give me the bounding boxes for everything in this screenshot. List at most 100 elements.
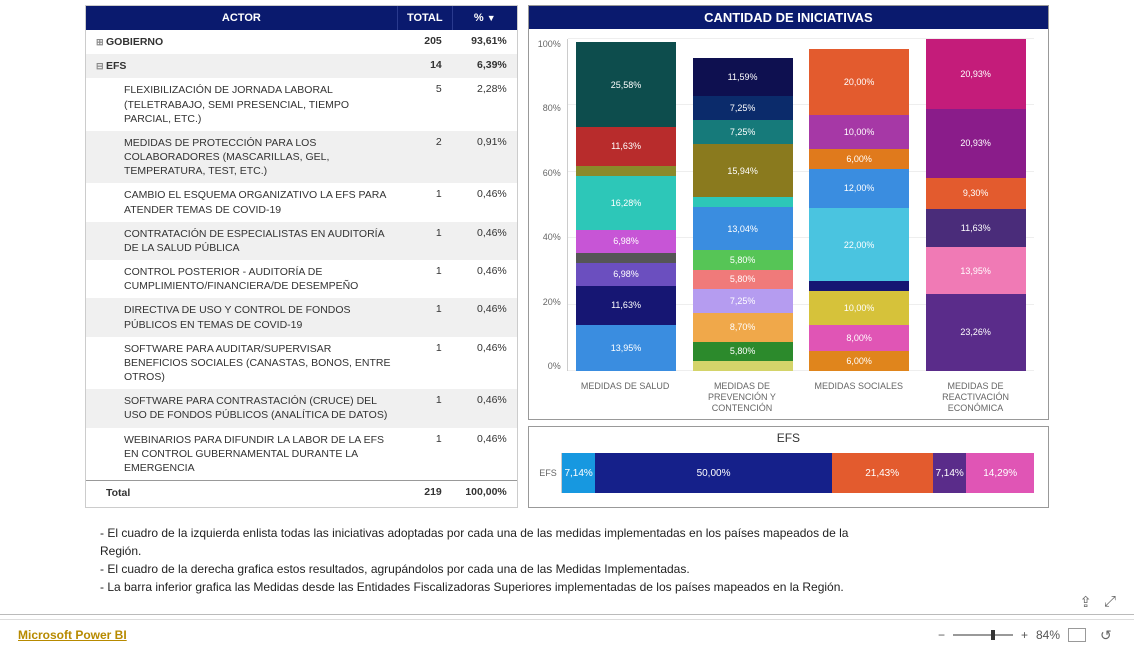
col-actor[interactable]: ACTOR [86, 6, 397, 30]
bar-segment[interactable]: 6,98% [576, 230, 676, 253]
powerbi-logo-link[interactable]: Microsoft Power BI [18, 628, 127, 642]
bar-segment[interactable]: 8,00% [809, 325, 909, 352]
row-label: WEBINARIOS PARA DIFUNDIR LA LABOR DE LA … [124, 434, 384, 474]
bar-segment[interactable]: 25,58% [576, 42, 676, 127]
table-header: ACTOR TOTAL %▼ [86, 6, 517, 30]
bar-segment[interactable]: 7,25% [693, 120, 793, 144]
bar-segment[interactable]: 6,00% [809, 149, 909, 169]
row-pct: 2,28% [452, 81, 517, 128]
bar-segment[interactable]: 12,00% [809, 169, 909, 209]
bar-segment[interactable]: 22,00% [809, 208, 909, 281]
zoom-in-button[interactable]: + [1021, 628, 1028, 642]
efs-bar-chart[interactable]: EFS EFS 7,14%50,00%21,43%7,14%14,29% [528, 426, 1049, 508]
bar-segment[interactable] [576, 166, 676, 176]
bar-segment[interactable]: 23,26% [926, 294, 1026, 371]
row-total: 1 [397, 392, 452, 424]
row-label: SOFTWARE PARA AUDITAR/SUPERVISAR BENEFIC… [124, 343, 390, 383]
bar-segment[interactable]: 9,30% [926, 178, 1026, 209]
bar-segment[interactable]: 6,98% [576, 263, 676, 286]
bar-segment[interactable]: 5,80% [693, 342, 793, 361]
bar-segment[interactable]: 7,25% [693, 289, 793, 313]
reset-icon[interactable]: ↺ [1100, 627, 1116, 643]
bar-segment[interactable]: 13,95% [926, 247, 1026, 293]
row-total: 1 [397, 263, 452, 295]
expand-icon[interactable]: ⊞ [96, 36, 106, 48]
efs-segment[interactable]: 14,29% [966, 453, 1033, 493]
bar-segment[interactable] [693, 361, 793, 371]
bar-segment[interactable]: 20,00% [809, 49, 909, 115]
table-group-row[interactable]: ⊟EFS 146,39% [86, 54, 517, 78]
row-total: 14 [397, 57, 452, 75]
row-label: MEDIDAS DE PROTECCIÓN PARA LOS COLABORAD… [124, 137, 329, 177]
efs-segment[interactable]: 7,14% [933, 453, 967, 493]
efs-segment[interactable]: 21,43% [832, 453, 933, 493]
initiatives-table[interactable]: ACTOR TOTAL %▼ ⊞GOBIERNO20593,61% ⊟EFS 146… [85, 5, 518, 508]
table-row[interactable]: SOFTWARE PARA AUDITAR/SUPERVISAR BENEFIC… [86, 337, 517, 390]
table-row[interactable]: CONTRATACIÓN DE ESPECIALISTAS EN AUDITOR… [86, 222, 517, 260]
bar-segment[interactable]: 5,80% [693, 250, 793, 269]
row-pct: 0,46% [452, 225, 517, 257]
row-total: 205 [397, 33, 452, 51]
bar-segment[interactable]: 10,00% [809, 115, 909, 148]
table-row[interactable]: SOFTWARE PARA CONTRASTACIÓN (CRUCE) DEL … [86, 389, 517, 427]
zoom-control: − + 84% ↺ [938, 627, 1116, 643]
bar-segment[interactable]: 11,63% [576, 127, 676, 166]
table-total-row: Total219100,00% [86, 480, 517, 505]
bar-segment[interactable]: 6,00% [809, 351, 909, 371]
expand-icon[interactable]: ⊟ [96, 60, 106, 72]
bar-segment[interactable]: 20,93% [926, 109, 1026, 178]
col-pct[interactable]: %▼ [452, 6, 517, 30]
row-label: DIRECTIVA DE USO Y CONTROL DE FONDOS PÚB… [124, 304, 351, 330]
row-label: CONTROL POSTERIOR - AUDITORÍA DE CUMPLIM… [124, 266, 358, 292]
stacked-bar[interactable]: 11,59%7,25%7,25%15,94%13,04%5,80%5,80%7,… [693, 39, 793, 371]
bar-segment[interactable]: 13,95% [576, 325, 676, 371]
table-row[interactable]: FLEXIBILIZACIÓN DE JORNADA LABORAL (TELE… [86, 78, 517, 131]
fit-page-icon[interactable] [1068, 628, 1086, 642]
expand-icon[interactable]: ⤢ [1104, 593, 1116, 611]
bar-segment[interactable] [809, 281, 909, 291]
row-pct: 0,46% [452, 186, 517, 218]
bar-segment[interactable]: 11,63% [576, 286, 676, 325]
row-label: CAMBIO EL ESQUEMA ORGANIZATIVO LA EFS PA… [124, 189, 386, 215]
status-icons: ⇪ ⤢ [1079, 593, 1116, 611]
footer-bar: Microsoft Power BI − + 84% ↺ [0, 619, 1134, 649]
x-label: MEDIDAS DE REACTIVACIÓN ECONÓMICA [926, 381, 1026, 413]
table-row[interactable]: CONTROL POSTERIOR - AUDITORÍA DE CUMPLIM… [86, 260, 517, 298]
bar-segment[interactable]: 11,59% [693, 58, 793, 96]
row-pct: 6,39% [452, 57, 517, 75]
row-pct: 0,46% [452, 301, 517, 333]
efs-title: EFS [529, 427, 1048, 453]
efs-segment[interactable]: 50,00% [595, 453, 831, 493]
stacked-bar[interactable]: 20,93%20,93%9,30%11,63%13,95%23,26% [926, 39, 1026, 371]
bar-segment[interactable] [693, 197, 793, 207]
x-label: MEDIDAS DE SALUD [575, 381, 675, 413]
col-total[interactable]: TOTAL [397, 6, 452, 30]
zoom-slider[interactable] [953, 634, 1013, 636]
chart-bars: 25,58%11,63%16,28%6,98%6,98%11,63%13,95%… [567, 39, 1034, 371]
bar-segment[interactable] [576, 253, 676, 263]
bar-segment[interactable]: 5,80% [693, 270, 793, 289]
table-row[interactable]: CAMBIO EL ESQUEMA ORGANIZATIVO LA EFS PA… [86, 183, 517, 221]
table-row[interactable]: MEDIDAS DE PROTECCIÓN PARA LOS COLABORAD… [86, 131, 517, 184]
stacked-bar[interactable]: 25,58%11,63%16,28%6,98%6,98%11,63%13,95% [576, 39, 676, 371]
efs-segment[interactable]: 7,14% [562, 453, 596, 493]
stacked-bar[interactable]: 20,00%10,00%6,00%12,00%22,00%10,00%8,00%… [809, 39, 909, 371]
efs-bar: 7,14%50,00%21,43%7,14%14,29% [561, 453, 1034, 493]
bar-segment[interactable]: 15,94% [693, 144, 793, 197]
share-icon[interactable]: ⇪ [1079, 593, 1092, 611]
bar-segment[interactable]: 16,28% [576, 176, 676, 230]
row-label: EFS [106, 60, 126, 72]
initiatives-stacked-chart[interactable]: CANTIDAD DE INICIATIVAS 100%80%60%40%20%… [528, 5, 1049, 420]
row-total: 1 [397, 225, 452, 257]
bar-segment[interactable]: 10,00% [809, 291, 909, 324]
zoom-out-button[interactable]: − [938, 628, 945, 642]
bar-segment[interactable]: 11,63% [926, 209, 1026, 248]
bar-segment[interactable]: 13,04% [693, 207, 793, 250]
bar-segment[interactable]: 8,70% [693, 313, 793, 342]
table-row[interactable]: DIRECTIVA DE USO Y CONTROL DE FONDOS PÚB… [86, 298, 517, 336]
table-group-row[interactable]: ⊞GOBIERNO20593,61% [86, 30, 517, 54]
bar-segment[interactable]: 7,25% [693, 96, 793, 120]
chart-title: CANTIDAD DE INICIATIVAS [529, 6, 1048, 29]
table-row[interactable]: WEBINARIOS PARA DIFUNDIR LA LABOR DE LA … [86, 428, 517, 481]
bar-segment[interactable]: 20,93% [926, 39, 1026, 108]
